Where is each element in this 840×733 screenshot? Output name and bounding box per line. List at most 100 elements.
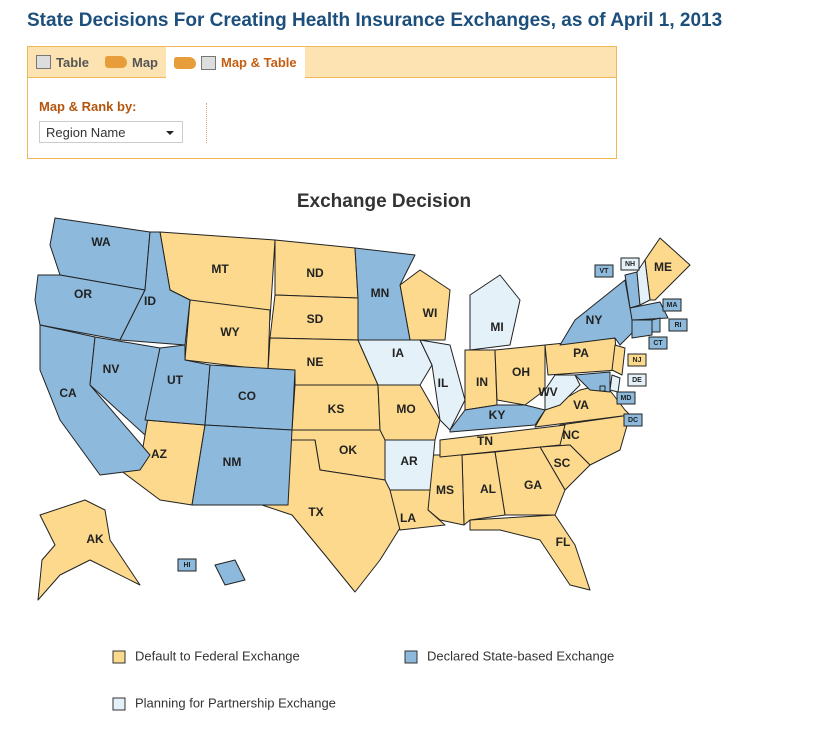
state-label: MD bbox=[621, 395, 632, 402]
tab-bar: Table Map Map & Table bbox=[28, 47, 616, 78]
state-label: NY bbox=[586, 313, 603, 327]
state-label: TN bbox=[477, 434, 493, 448]
state bbox=[357, 339, 433, 386]
state-label: GA bbox=[524, 478, 542, 492]
state bbox=[214, 559, 246, 586]
legend-label: Declared State-based Exchange bbox=[427, 648, 614, 663]
map-icon bbox=[174, 56, 196, 69]
state-label: MA bbox=[667, 302, 678, 309]
state bbox=[37, 499, 141, 601]
state-label-box bbox=[648, 336, 668, 350]
state-label: SC bbox=[554, 456, 571, 470]
state-label: AZ bbox=[151, 447, 167, 461]
state-label: OK bbox=[339, 443, 357, 457]
state-label: WA bbox=[91, 235, 111, 249]
legend-swatch bbox=[112, 650, 126, 664]
state-label: ND bbox=[306, 266, 324, 280]
state-label: NE bbox=[307, 355, 324, 369]
map: Exchange Decision MT WY ND SD NE KS OK TX AZ AK WI… bbox=[34, 191, 691, 711]
state-label: KS bbox=[328, 402, 345, 416]
state-label: HI bbox=[184, 562, 191, 569]
separator bbox=[206, 103, 207, 143]
state bbox=[494, 344, 546, 406]
state bbox=[384, 439, 436, 491]
state-label: ME bbox=[654, 260, 672, 274]
state-label-box bbox=[662, 298, 682, 312]
tab[interactable]: Map bbox=[97, 47, 166, 77]
state bbox=[469, 514, 591, 591]
state-label: MT bbox=[211, 262, 229, 276]
table-icon bbox=[201, 55, 216, 70]
state-label: IN bbox=[476, 375, 488, 389]
state-label: DE bbox=[632, 377, 642, 384]
control-panel: Table Map Map & Table Map & Rank by: Reg… bbox=[27, 46, 617, 159]
state bbox=[636, 259, 651, 306]
state bbox=[191, 424, 293, 506]
state bbox=[631, 319, 653, 339]
tab-label: Map & Table bbox=[221, 55, 297, 70]
state-label: AL bbox=[480, 482, 496, 496]
state-label: WI bbox=[423, 306, 438, 320]
state bbox=[119, 231, 191, 346]
state-label: ID bbox=[144, 294, 156, 308]
state bbox=[534, 383, 631, 428]
state-label: DC bbox=[628, 417, 638, 424]
dropdown[interactable]: Region Name bbox=[39, 121, 183, 143]
table-icon bbox=[36, 55, 51, 69]
state bbox=[629, 301, 669, 321]
state-label: WY bbox=[220, 325, 239, 339]
legend-label: Default to Federal Exchange bbox=[135, 648, 300, 663]
tab[interactable]: Table bbox=[28, 47, 97, 77]
state-label-box bbox=[620, 257, 640, 271]
state-label: WV bbox=[538, 385, 557, 399]
state bbox=[599, 385, 606, 392]
state-label: NC bbox=[562, 428, 580, 442]
state bbox=[261, 439, 406, 593]
legend-label: Planning for Partnership Exchange bbox=[135, 695, 336, 710]
state-label: VT bbox=[600, 268, 610, 275]
state-label: KY bbox=[489, 408, 506, 422]
legend-swatch bbox=[112, 697, 126, 711]
state-label: AK bbox=[86, 532, 104, 546]
state bbox=[439, 424, 566, 458]
tab[interactable]: Map & Table bbox=[166, 47, 305, 78]
state-label: PA bbox=[573, 346, 589, 360]
state-label: IA bbox=[392, 346, 404, 360]
state-label: CT bbox=[653, 340, 663, 347]
state-label: MO bbox=[396, 402, 415, 416]
state-label: MS bbox=[436, 483, 454, 497]
map-icon bbox=[105, 56, 127, 68]
state-label: SD bbox=[307, 312, 324, 326]
rank-label: Map & Rank by: bbox=[39, 99, 137, 114]
state-label: AR bbox=[400, 454, 418, 468]
state bbox=[449, 404, 546, 433]
state-label-box bbox=[594, 264, 614, 278]
state-label: NV bbox=[103, 362, 120, 376]
state bbox=[544, 374, 581, 411]
state-label: NH bbox=[625, 261, 635, 268]
state-label: VA bbox=[573, 398, 589, 412]
state-label: RI bbox=[675, 322, 682, 329]
state-label: FL bbox=[556, 535, 571, 549]
state-label-box bbox=[616, 391, 636, 405]
state bbox=[651, 317, 661, 333]
map-title: Exchange Decision bbox=[297, 191, 471, 212]
state-label-box bbox=[627, 373, 647, 387]
dropdown-value: Region Name bbox=[46, 124, 126, 140]
state bbox=[89, 336, 161, 436]
state-label-box bbox=[668, 318, 688, 332]
legend-swatch bbox=[404, 650, 418, 664]
state-label-box bbox=[627, 353, 647, 367]
state-label: TX bbox=[308, 505, 323, 519]
state-label: CO bbox=[238, 389, 256, 403]
tab-label: Table bbox=[56, 54, 89, 70]
state-label: CA bbox=[59, 386, 77, 400]
state-label-box bbox=[177, 558, 197, 572]
state bbox=[609, 374, 621, 393]
state-label: NJ bbox=[633, 357, 642, 364]
state bbox=[469, 274, 521, 351]
state-label: NM bbox=[223, 455, 242, 469]
state bbox=[611, 344, 626, 376]
state-label: IL bbox=[438, 376, 449, 390]
